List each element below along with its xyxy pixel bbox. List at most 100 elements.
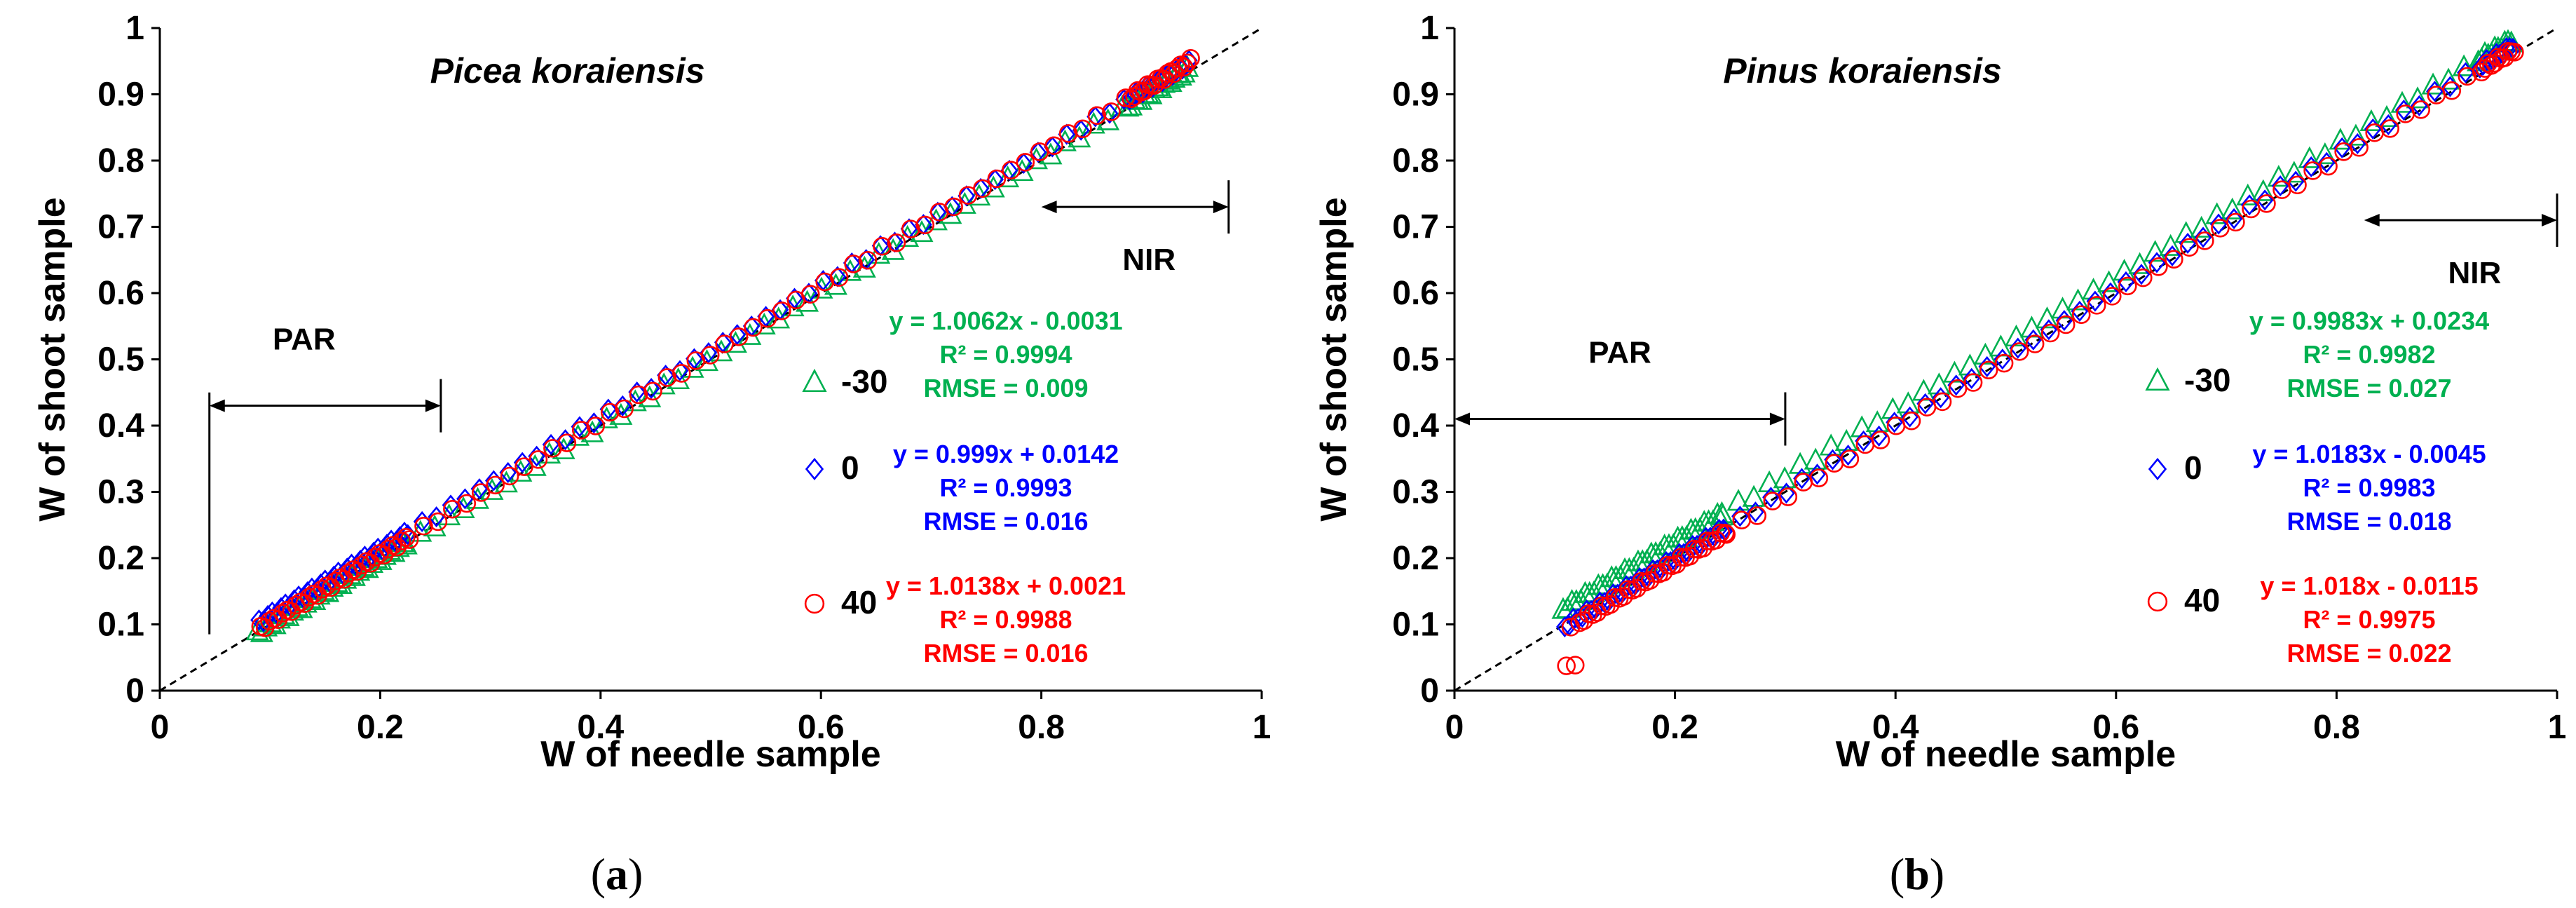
- x-tick-label: 0.4: [577, 709, 624, 746]
- data-point-triangle: [2406, 86, 2430, 109]
- data-point-triangle: [2205, 202, 2229, 224]
- data-point-triangle: [1025, 147, 1049, 170]
- arrow-head-left: [1454, 412, 1470, 426]
- band-par: PAR: [1454, 336, 1787, 446]
- legend-marker-diamond: [2148, 457, 2167, 481]
- band-label: PAR: [273, 323, 336, 357]
- data-point-diamond: [1086, 106, 1104, 128]
- data-point-circle: [858, 250, 878, 270]
- y-tick-label: 0.9: [97, 76, 144, 114]
- data-point-triangle: [2329, 128, 2352, 150]
- rmse: RMSE = 0.027: [2287, 374, 2451, 402]
- data-point-circle: [2165, 250, 2183, 269]
- data-point-circle: [729, 327, 749, 346]
- data-point-triangle: [881, 238, 905, 260]
- panel-label-close: ): [1930, 849, 1944, 899]
- rmse: RMSE = 0.018: [2287, 507, 2451, 536]
- rmse: RMSE = 0.022: [2287, 639, 2451, 668]
- band-label: NIR: [1122, 243, 1175, 277]
- legend-entry-40: 40 y = 1.0138x + 0.0021 R² = 0.9988 RMSE = …: [804, 571, 1126, 668]
- data-point-circle: [2010, 342, 2029, 361]
- data-point-triangle: [2421, 72, 2445, 95]
- x-tick-label: 0.4: [1872, 709, 1919, 746]
- data-point-triangle: [1865, 410, 1889, 433]
- data-point-circle: [2458, 67, 2477, 86]
- data-point-circle: [286, 595, 306, 615]
- y-tick-label: 1: [1420, 10, 1439, 47]
- data-point-diamond: [2225, 208, 2243, 229]
- y-tick-label: 0.6: [1392, 275, 1439, 312]
- data-point-circle: [1840, 449, 1860, 468]
- data-point-circle: [815, 272, 834, 292]
- data-point-circle: [973, 179, 992, 198]
- regression-equation: y = 0.999x + 0.0142: [893, 440, 1119, 468]
- y-tick-label: 0: [125, 672, 144, 710]
- legend-label: -30: [2184, 362, 2230, 398]
- data-point-triangle: [852, 255, 876, 278]
- legend-label: -30: [841, 363, 887, 400]
- data-point-circle: [1871, 431, 1890, 449]
- data-point-triangle: [824, 273, 847, 295]
- data-point-circle: [1902, 412, 1921, 431]
- legend-entry--30: -30y = 1.0062x - 0.0031 R² = 0.9994 RMSE =…: [802, 306, 1123, 402]
- data-point-triangle: [1804, 447, 1827, 470]
- x-tick-label: 1: [1253, 709, 1272, 746]
- data-point-circle: [1044, 136, 1063, 155]
- data-point-circle: [2257, 194, 2276, 213]
- data-point-circle: [987, 169, 1007, 189]
- x-tick-label: 0.6: [2092, 709, 2139, 746]
- y-tick-label: 0.3: [97, 474, 144, 511]
- data-point-diamond: [2256, 189, 2274, 211]
- data-point-circle: [313, 579, 332, 599]
- series-40: [251, 48, 1200, 637]
- data-point-circle: [2071, 305, 2091, 324]
- data-point-circle: [844, 255, 863, 273]
- data-point-diamond: [1115, 88, 1133, 110]
- data-point-circle: [1178, 53, 1197, 73]
- panel-label-letter: a: [606, 849, 628, 899]
- y-tick-label: 0.7: [1392, 209, 1439, 246]
- y-axis-label: W of shoot sample: [32, 197, 73, 521]
- x-tick-label: 1: [2548, 709, 2567, 746]
- data-point-triangle: [2313, 142, 2337, 165]
- arrow-head-right: [425, 399, 441, 412]
- data-point-circle: [1565, 656, 1585, 675]
- data-point-triangle: [667, 367, 690, 390]
- data-point-diamond: [276, 593, 294, 615]
- data-point-diamond: [264, 601, 281, 623]
- data-point-circle: [2149, 257, 2168, 276]
- legend-marker-diamond: [805, 457, 824, 481]
- legend-entry-0: 0 y = 0.999x + 0.0142 R² = 0.9993 RMSE = 0.…: [805, 440, 1119, 536]
- x-tick-label: 0.2: [1651, 709, 1698, 746]
- data-point-circle: [1963, 373, 1983, 392]
- data-point-triangle: [638, 385, 662, 407]
- regression-equation: y = 1.0183x - 0.0045: [2252, 440, 2486, 468]
- data-point-circle: [629, 385, 648, 405]
- data-point-triangle: [752, 312, 776, 335]
- data-point-circle: [1948, 379, 1968, 398]
- band-par: PAR: [208, 323, 442, 635]
- data-point-circle: [1002, 161, 1021, 179]
- data-point-diamond: [1000, 159, 1018, 181]
- data-point-circle: [829, 268, 849, 287]
- legend-marker-circle: [804, 593, 825, 614]
- data-point-diamond: [1015, 152, 1033, 174]
- y-tick-label: 0.2: [1392, 540, 1439, 577]
- data-point-triangle: [1973, 342, 1997, 365]
- y-tick-label: 0.1: [1392, 607, 1439, 644]
- data-point-triangle: [2097, 270, 2121, 292]
- data-point-circle: [366, 548, 385, 567]
- data-point-triangle: [1788, 452, 1812, 474]
- band-label: NIR: [2448, 256, 2501, 290]
- data-point-circle: [486, 475, 505, 495]
- data-point-triangle: [2066, 288, 2090, 311]
- data-point-circle: [273, 604, 292, 623]
- data-point-circle: [379, 539, 398, 559]
- r-squared: R² = 0.9982: [2303, 340, 2435, 369]
- x-tick-label: 0.6: [798, 709, 845, 746]
- regression-equation: y = 1.0062x - 0.0031: [889, 306, 1122, 335]
- data-point-circle: [1073, 119, 1092, 139]
- data-point-circle: [1158, 64, 1177, 83]
